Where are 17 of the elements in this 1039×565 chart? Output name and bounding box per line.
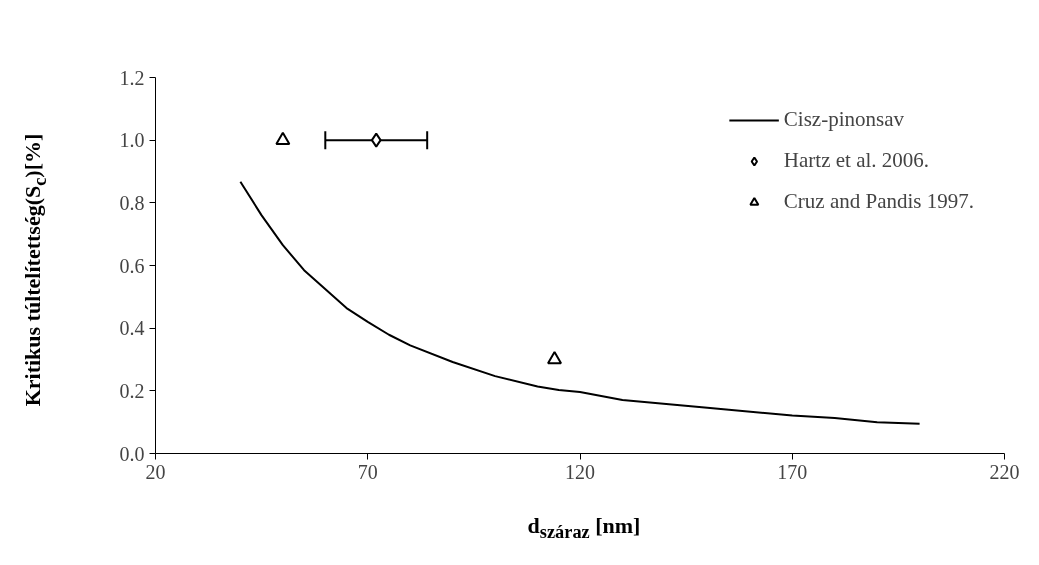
y-tick-label: 0.6 xyxy=(119,254,145,277)
y-tick-label: 1.2 xyxy=(119,66,145,89)
x-tick-label: 120 xyxy=(565,460,595,483)
y-tick-label: 1.0 xyxy=(119,129,145,152)
x-tick-label: 170 xyxy=(777,460,808,483)
y-tick-label: 0.4 xyxy=(119,317,145,340)
line-series xyxy=(239,180,921,425)
y-tick-label: 0.8 xyxy=(119,191,145,214)
legend-label: Hartz et al. 2006. xyxy=(783,148,930,173)
x-tick-label: 20 xyxy=(145,460,166,483)
x-tick-label: 70 xyxy=(357,460,378,483)
legend-label: Cruz and Pandis 1997. xyxy=(783,189,974,214)
y-tick-label: 0.0 xyxy=(119,442,145,465)
legend-label: Cisz-pinonsav xyxy=(783,107,904,132)
x-axis-title: d$_{száraz}$ [nm] xyxy=(527,512,641,545)
y-tick-label: 0.2 xyxy=(119,379,145,402)
x-tick-label: 220 xyxy=(989,460,1020,483)
